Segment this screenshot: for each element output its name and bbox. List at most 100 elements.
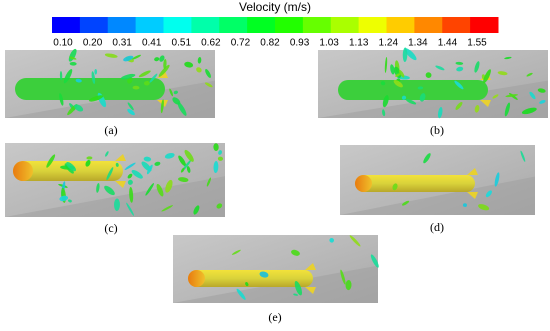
vortex-structure xyxy=(115,162,119,167)
vortex-structure xyxy=(154,161,161,166)
vortex-structure xyxy=(75,78,82,83)
vortex-structure xyxy=(69,61,77,66)
vortex-structure xyxy=(59,195,69,202)
vortex-structure xyxy=(293,293,298,296)
vortex-structure xyxy=(196,67,202,73)
vortex-structure xyxy=(178,177,189,182)
vortex-structure xyxy=(205,69,211,78)
colorbar-tick-label: 0.82 xyxy=(260,38,280,49)
vortex-structure xyxy=(213,143,219,152)
vortex-structure xyxy=(145,183,154,196)
vortex-structure xyxy=(132,85,140,90)
vortex-structure xyxy=(435,65,445,71)
vortex-structure xyxy=(294,280,303,296)
vortex-structure xyxy=(106,167,114,181)
colorbar-segment xyxy=(135,17,164,33)
vortex-structure xyxy=(86,156,93,160)
vortex-structure xyxy=(89,95,104,102)
vortex-structure xyxy=(423,153,431,164)
vortex-structure xyxy=(164,153,175,159)
vortex-structure xyxy=(161,205,173,212)
vortex-structure xyxy=(104,185,115,196)
colorbar-segment xyxy=(79,17,109,33)
panel-label: (d) xyxy=(430,220,444,234)
vortex-structure xyxy=(177,101,187,116)
vortex-structure xyxy=(180,167,185,173)
vortex-structure xyxy=(127,108,135,116)
vortex-structure xyxy=(146,164,153,175)
vortex-structure xyxy=(178,155,186,167)
colorbar-segment xyxy=(414,17,443,33)
colorbar-tick-label: 0.20 xyxy=(83,38,103,49)
vortex-structure xyxy=(163,58,167,70)
colorbar-segment xyxy=(330,17,360,33)
vortex-structure xyxy=(85,159,91,167)
colorbar-tick-label: 0.41 xyxy=(142,38,162,49)
panel: (d) xyxy=(340,145,535,234)
vortex-structure xyxy=(63,69,73,84)
vehicle-nose xyxy=(188,270,205,287)
colorbar-tick-label: 1.55 xyxy=(467,38,487,49)
vortex-structure xyxy=(159,55,165,62)
vortex-structure xyxy=(504,102,511,117)
vortex-structure xyxy=(173,90,178,95)
colorbar-title: Velocity (m/s) xyxy=(239,0,311,14)
vortex-structure xyxy=(165,179,173,193)
vortex-structure xyxy=(46,154,56,168)
floor-shade xyxy=(173,265,378,303)
vehicle-body xyxy=(355,175,475,192)
colorbar-tick-label: 0.10 xyxy=(53,38,73,49)
vortex-structure xyxy=(129,186,134,203)
vortex-structure xyxy=(483,69,491,84)
vortex-structure xyxy=(520,150,526,162)
vortex-structure xyxy=(193,205,200,215)
vortex-structure xyxy=(127,102,134,111)
vortex-structure xyxy=(401,200,410,206)
colorbar-tick-label: 0.72 xyxy=(231,38,251,49)
vortex-structure xyxy=(245,282,249,287)
vortex-structure xyxy=(127,173,133,179)
vehicle-fin xyxy=(115,181,126,188)
vehicle-body xyxy=(13,161,123,181)
vortex-structure xyxy=(329,237,335,243)
vortex-structure xyxy=(419,93,426,102)
vortex-structure xyxy=(104,53,118,58)
vehicle-fin xyxy=(467,192,478,199)
vortex-structure xyxy=(478,204,490,211)
vortex-structure xyxy=(216,203,223,209)
colorbar-segment xyxy=(52,17,81,33)
vehicle-fin xyxy=(115,154,126,161)
vehicle-body xyxy=(338,80,488,100)
colorbar-segment xyxy=(386,17,415,33)
vortex-structure xyxy=(94,68,98,75)
colorbar-segment xyxy=(275,17,304,33)
vortex-structure xyxy=(456,66,464,72)
vortex-structure xyxy=(454,80,464,90)
vortex-structure xyxy=(395,73,401,77)
vortex-structure xyxy=(218,150,222,155)
vortex-structure xyxy=(67,199,72,203)
colorbar-segment xyxy=(247,17,276,33)
vehicle-fin xyxy=(480,100,491,107)
vortex-structure xyxy=(390,64,395,75)
colorbar-tick-label: 0.51 xyxy=(172,38,192,49)
colorbar-segment xyxy=(470,17,499,33)
vehicle-body xyxy=(188,270,313,287)
colorbar-tick-label: 1.24 xyxy=(379,38,399,49)
vortex-structure xyxy=(59,93,64,106)
vortex-structure xyxy=(124,162,136,170)
panel-label: (c) xyxy=(104,221,117,235)
vortex-structure xyxy=(126,202,135,216)
vortex-structure xyxy=(74,104,84,112)
vortex-structure xyxy=(259,271,269,278)
panel-label: (e) xyxy=(268,310,281,324)
vortex-structure xyxy=(405,99,417,105)
vortex-structure xyxy=(537,88,546,93)
vortex-structure xyxy=(370,254,379,268)
vortex-structure xyxy=(462,203,467,207)
vortex-structure xyxy=(160,99,164,114)
vortex-structure xyxy=(398,69,405,78)
colorbar-segment xyxy=(219,17,248,33)
vortex-structure xyxy=(143,80,150,86)
